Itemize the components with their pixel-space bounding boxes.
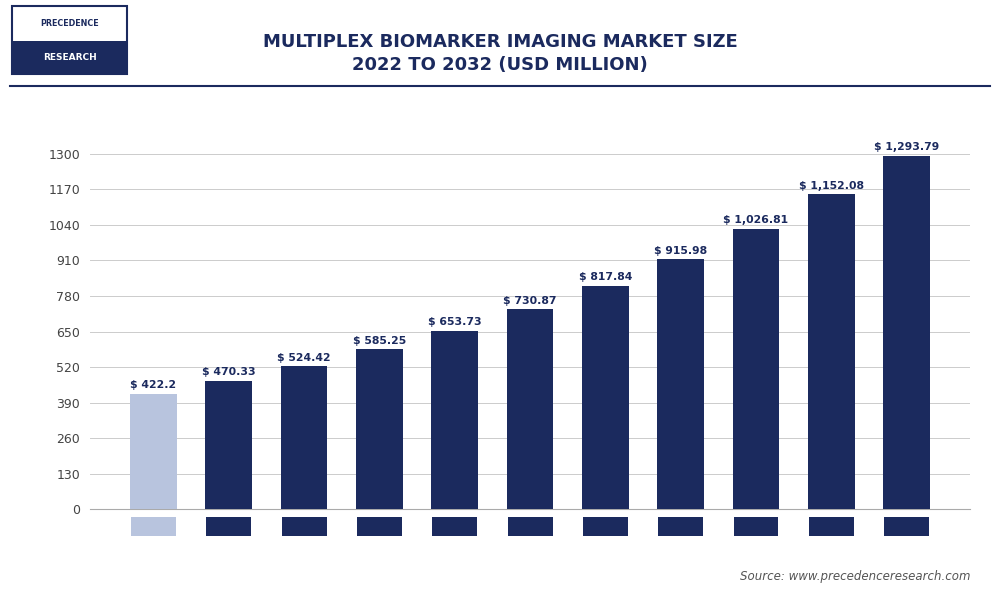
- Text: $ 422.2: $ 422.2: [130, 381, 176, 391]
- Text: $ 730.87: $ 730.87: [503, 296, 557, 306]
- Bar: [883, 156, 930, 509]
- Text: $ 1,152.08: $ 1,152.08: [799, 181, 864, 191]
- Bar: [356, 349, 403, 509]
- Text: RESEARCH: RESEARCH: [43, 53, 96, 62]
- Text: Source: www.precedenceresearch.com: Source: www.precedenceresearch.com: [740, 570, 970, 583]
- Bar: [582, 286, 629, 509]
- Bar: [281, 366, 327, 509]
- Text: $ 1,026.81: $ 1,026.81: [723, 215, 789, 226]
- Text: $ 1,293.79: $ 1,293.79: [874, 142, 939, 152]
- Text: PRECEDENCE: PRECEDENCE: [40, 19, 99, 28]
- Bar: [130, 394, 177, 509]
- Bar: [808, 194, 855, 509]
- Text: MULTIPLEX BIOMARKER IMAGING MARKET SIZE
2022 TO 2032 (USD MILLION): MULTIPLEX BIOMARKER IMAGING MARKET SIZE …: [263, 33, 737, 74]
- Bar: [507, 310, 553, 509]
- Text: $ 817.84: $ 817.84: [579, 272, 632, 282]
- Bar: [205, 381, 252, 509]
- Text: $ 653.73: $ 653.73: [428, 317, 481, 327]
- Text: $ 915.98: $ 915.98: [654, 246, 707, 256]
- Bar: [733, 229, 779, 509]
- Text: $ 524.42: $ 524.42: [277, 353, 331, 362]
- Bar: [431, 330, 478, 509]
- Text: $ 585.25: $ 585.25: [353, 336, 406, 346]
- Bar: [657, 259, 704, 509]
- Text: $ 470.33: $ 470.33: [202, 367, 255, 377]
